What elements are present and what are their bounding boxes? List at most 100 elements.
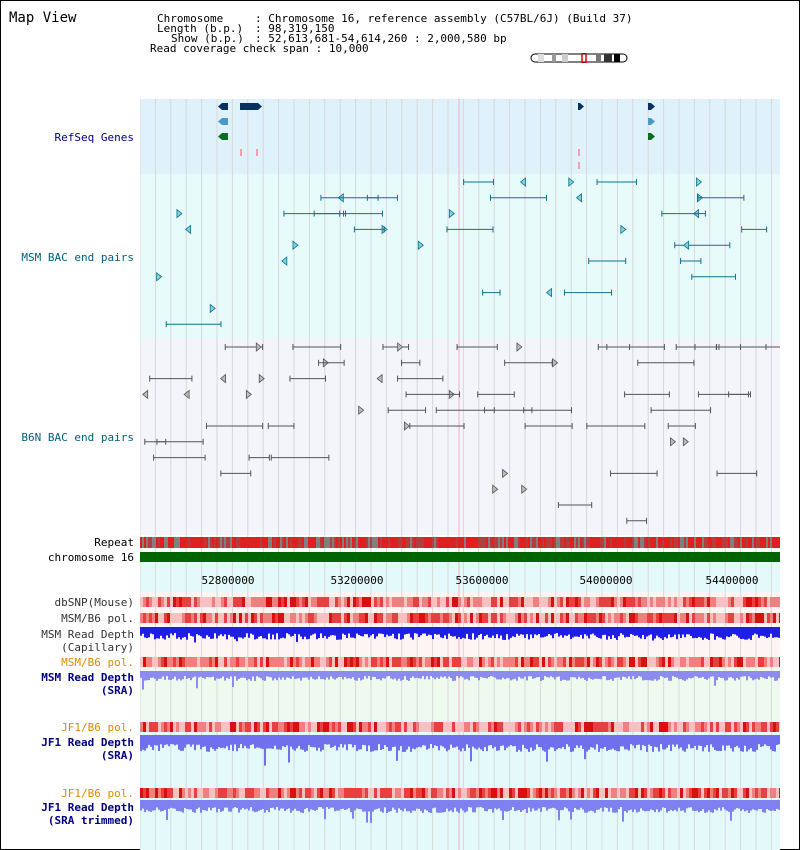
- repeat-cell: [530, 537, 532, 548]
- label-msm-depth-cap[interactable]: MSM Read Depth (Capillary): [41, 628, 134, 654]
- depth-bar: [192, 627, 194, 637]
- refseq-track[interactable]: [140, 99, 780, 174]
- depth-bar: [556, 627, 558, 634]
- heat-cell: [533, 597, 536, 607]
- depth-bar: [360, 800, 362, 810]
- label-b6n-bac[interactable]: B6N BAC end pairs: [21, 431, 134, 444]
- repeat-cell: [692, 537, 694, 548]
- depth-bar: [154, 627, 156, 640]
- gene-arrow: [580, 103, 584, 110]
- heat-cell: [719, 597, 722, 607]
- depth-bar: [524, 627, 526, 638]
- heat-cell: [371, 613, 374, 623]
- depth-bar: [742, 800, 744, 810]
- heat-cell: [467, 722, 470, 732]
- label-jf1-b6-pol-1[interactable]: JF1/B6 pol.: [61, 721, 134, 734]
- label-jf1-depth[interactable]: JF1 Read Depth (SRA): [41, 736, 134, 762]
- label-repeat[interactable]: Repeat: [94, 536, 134, 549]
- depth-bar: [430, 671, 432, 677]
- depth-bar: [776, 671, 778, 681]
- jf1-b6-pol-heat-track-1[interactable]: [140, 722, 780, 732]
- depth-bar: [282, 627, 284, 638]
- label-refseq-genes[interactable]: RefSeq Genes: [54, 131, 134, 144]
- chromosome-bar[interactable]: [140, 552, 780, 562]
- depth-bar: [276, 627, 278, 634]
- depth-bar: [492, 671, 494, 677]
- label-dbsnp[interactable]: dbSNP(Mouse): [54, 596, 134, 609]
- depth-bar: [310, 671, 312, 677]
- heat-cell: [476, 657, 479, 667]
- heat-cell: [425, 657, 428, 667]
- heat-cell: [644, 788, 647, 798]
- depth-bar: [248, 671, 250, 680]
- depth-bar: [622, 627, 624, 635]
- heat-cell: [404, 788, 407, 798]
- depth-bar: [310, 800, 312, 810]
- label-jf1-depth-trim[interactable]: JF1 Read Depth (SRA trimmed): [41, 801, 134, 827]
- msm-depth-sra-track[interactable]: [140, 671, 780, 693]
- depth-bar: [162, 735, 164, 748]
- dbsnp-heat-track[interactable]: [140, 597, 780, 607]
- label-jf1-b6-pol-2[interactable]: JF1/B6 pol.: [61, 787, 134, 800]
- b6n-bac-track[interactable]: [140, 339, 780, 535]
- heat-cell: [731, 788, 734, 798]
- depth-bar: [614, 671, 616, 678]
- depth-bar: [524, 800, 526, 810]
- heat-cell: [146, 657, 149, 667]
- depth-bar: [506, 627, 508, 635]
- depth-bar: [232, 671, 234, 688]
- depth-bar: [398, 735, 400, 751]
- depth-bar: [442, 671, 444, 678]
- heat-cell: [233, 788, 236, 798]
- depth-bar: [334, 800, 336, 812]
- label-chromosome[interactable]: chromosome 16: [47, 551, 134, 564]
- depth-bar: [212, 735, 214, 749]
- depth-bar: [496, 627, 498, 635]
- depth-bar: [702, 627, 704, 640]
- depth-bar: [674, 735, 676, 747]
- repeat-cell: [752, 537, 754, 548]
- depth-bar: [678, 627, 680, 635]
- heat-cell: [734, 657, 737, 667]
- chromosome-ideogram[interactable]: [530, 53, 628, 63]
- msm-depth-capillary-track[interactable]: [140, 627, 780, 649]
- jf1-depth-sra-trimmed-track[interactable]: [140, 800, 780, 824]
- depth-bar: [662, 671, 664, 678]
- depth-bar: [714, 627, 716, 640]
- repeat-cell: [402, 537, 404, 548]
- depth-bar: [552, 671, 554, 678]
- depth-bar: [448, 735, 450, 750]
- depth-bar: [572, 800, 574, 813]
- heat-cell: [359, 597, 362, 607]
- jf1-depth-sra-track[interactable]: [140, 735, 780, 771]
- depth-bar: [312, 627, 314, 635]
- depth-bar: [374, 800, 376, 810]
- repeat-cell: [204, 537, 206, 548]
- depth-bar: [560, 800, 562, 811]
- label-msm-b6-pol-1[interactable]: MSM/B6 pol.: [61, 612, 134, 625]
- repeat-cell: [348, 537, 350, 548]
- heat-cell: [695, 788, 698, 798]
- heat-cell: [617, 657, 620, 667]
- msm-b6-pol-heat-track-2[interactable]: [140, 657, 780, 667]
- heat-cell: [197, 597, 200, 607]
- depth-bar: [374, 671, 376, 678]
- heat-cell: [329, 722, 332, 732]
- depth-bar: [588, 735, 590, 750]
- heat-cell: [230, 657, 233, 667]
- msm-b6-pol-heat-track-1[interactable]: [140, 613, 780, 623]
- depth-bar: [428, 735, 430, 749]
- depth-bar: [270, 800, 272, 809]
- label-msm-depth-sra[interactable]: MSM Read Depth (SRA): [41, 671, 134, 697]
- depth-bar: [770, 671, 772, 678]
- repeat-track[interactable]: [140, 537, 780, 548]
- label-msm-bac[interactable]: MSM BAC end pairs: [21, 251, 134, 264]
- repeat-cell: [470, 537, 472, 548]
- depth-bar: [486, 671, 488, 679]
- msm-bac-track[interactable]: [140, 174, 780, 339]
- depth-bar: [644, 671, 646, 681]
- label-msm-b6-pol-2[interactable]: MSM/B6 pol.: [61, 656, 134, 669]
- repeat-cell: [490, 537, 492, 548]
- heat-cell: [278, 788, 281, 798]
- jf1-b6-pol-heat-track-2[interactable]: [140, 788, 780, 798]
